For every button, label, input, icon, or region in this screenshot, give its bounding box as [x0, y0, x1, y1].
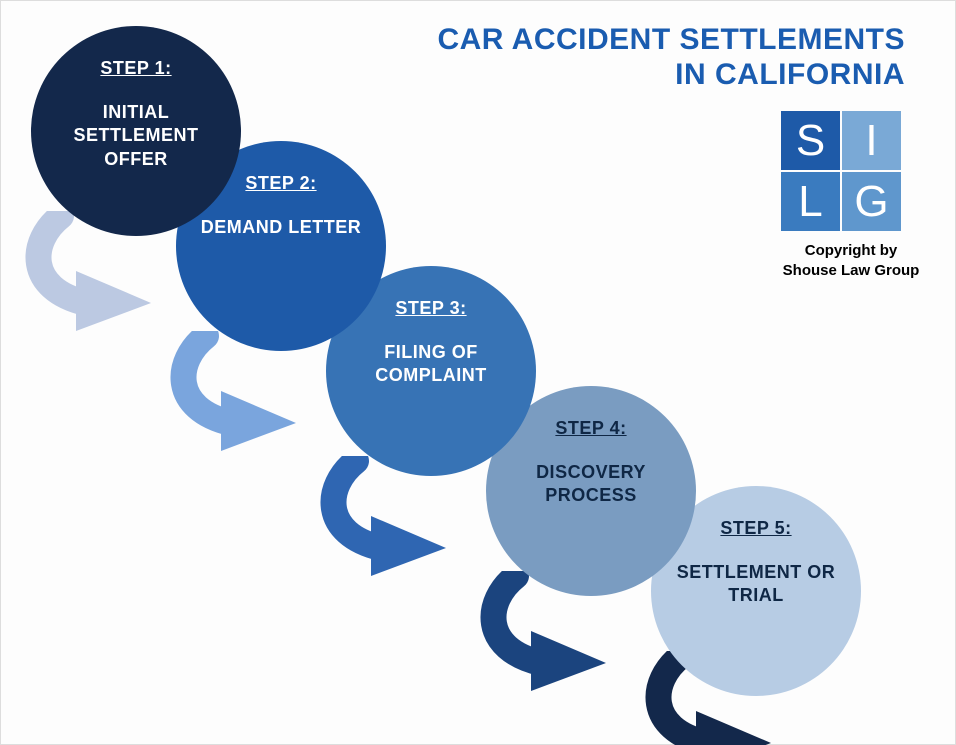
title-line-2: IN CALIFORNIA — [437, 58, 905, 93]
step-3-body: FILING OF COMPLAINT — [326, 341, 536, 388]
step-2-label: STEP 2: — [245, 173, 316, 194]
step-2-body: DEMAND LETTER — [183, 216, 380, 239]
infographic-canvas: CAR ACCIDENT SETTLEMENTS IN CALIFORNIA S… — [0, 0, 956, 745]
copyright-line-2: Shouse Law Group — [771, 261, 931, 281]
copyright-text: Copyright by Shouse Law Group — [771, 241, 931, 280]
step-1-label: STEP 1: — [100, 58, 171, 79]
logo-cell-l: L — [781, 172, 840, 231]
step-3-label: STEP 3: — [395, 298, 466, 319]
logo-cell-g: G — [842, 172, 901, 231]
title-line-1: CAR ACCIDENT SETTLEMENTS — [437, 23, 905, 58]
logo-cell-s: S — [781, 111, 840, 170]
step-1-body: INITIAL SETTLEMENT OFFER — [31, 101, 241, 171]
silg-logo: S I L G — [781, 111, 901, 231]
logo-cell-i: I — [842, 111, 901, 170]
step-1-circle: STEP 1: INITIAL SETTLEMENT OFFER — [31, 26, 241, 236]
step-5-body: SETTLEMENT OR TRIAL — [651, 561, 861, 608]
copyright-line-1: Copyright by — [771, 241, 931, 261]
step-5-label: STEP 5: — [720, 518, 791, 539]
main-title: CAR ACCIDENT SETTLEMENTS IN CALIFORNIA — [437, 23, 905, 92]
step-4-body: DISCOVERY PROCESS — [486, 461, 696, 508]
step-4-label: STEP 4: — [555, 418, 626, 439]
